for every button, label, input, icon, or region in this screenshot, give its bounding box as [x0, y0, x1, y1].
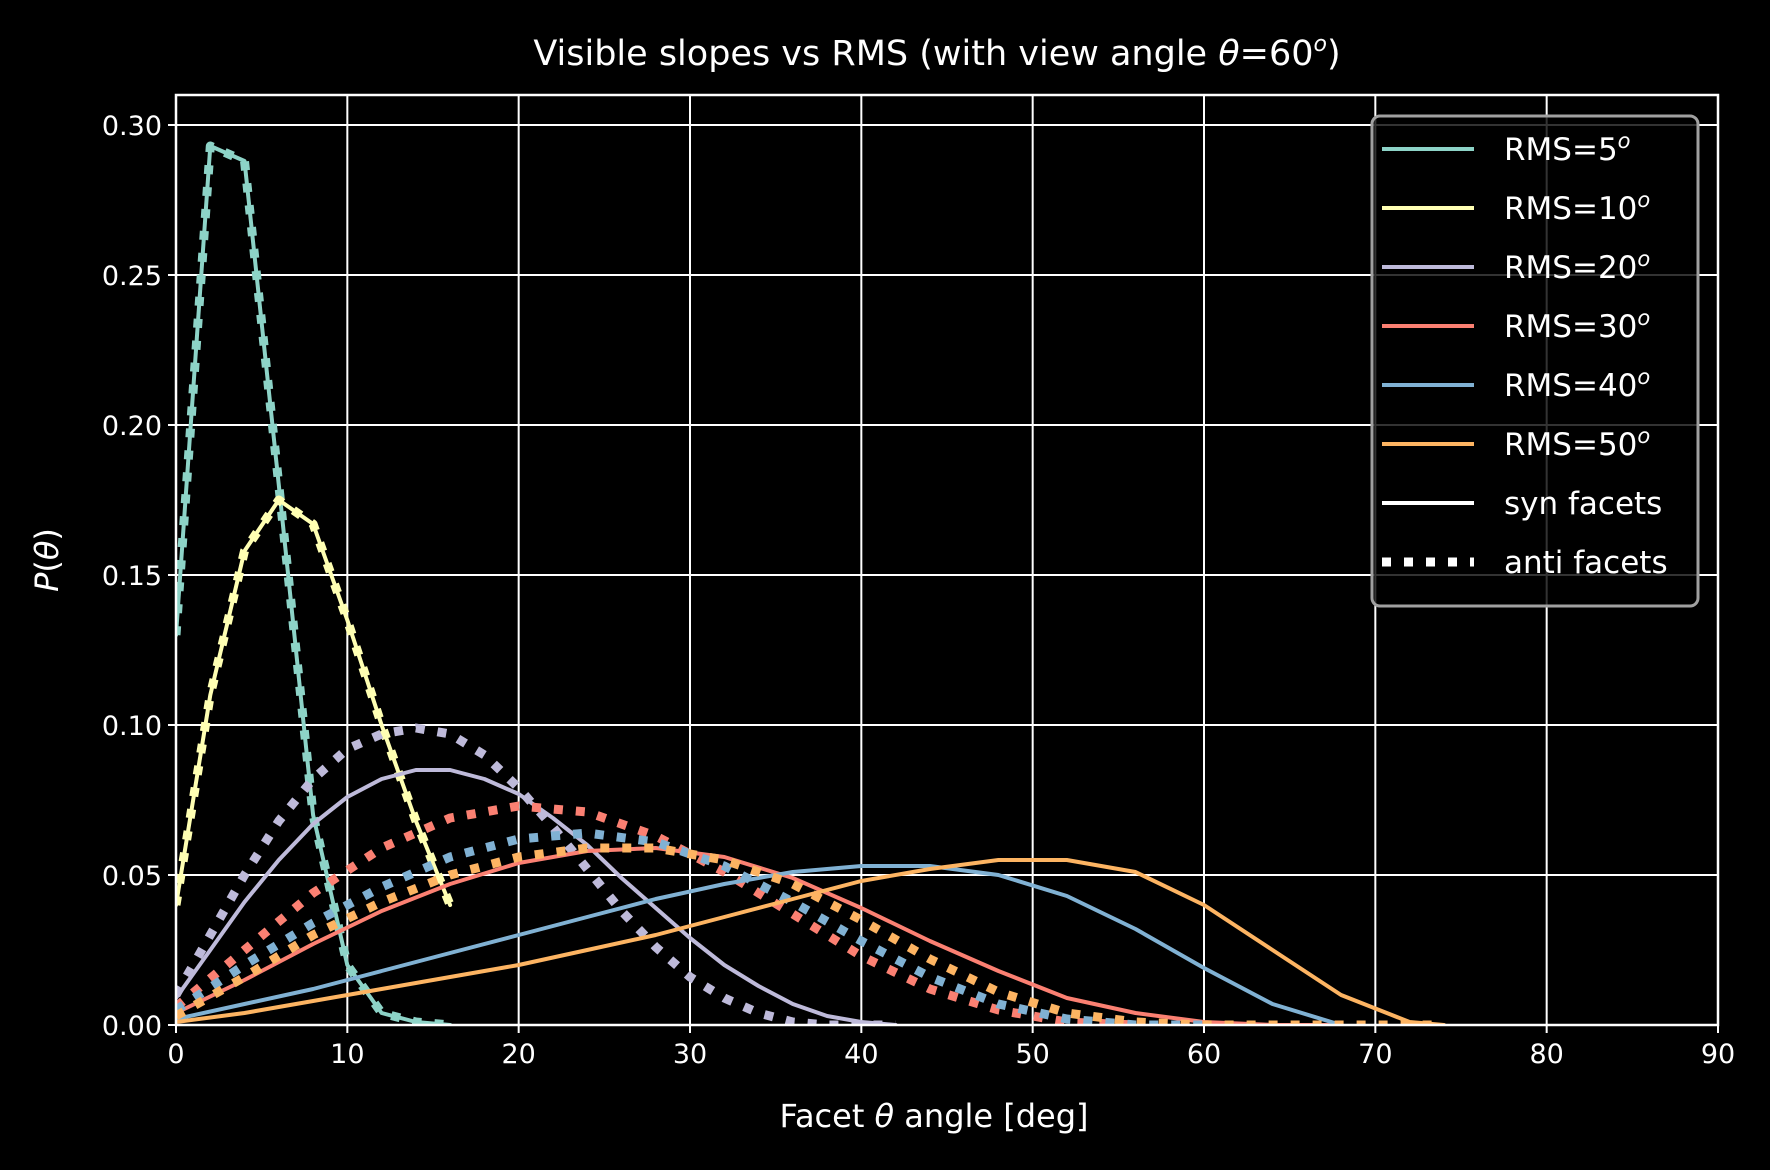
legend-label-text: RMS=5	[1504, 132, 1618, 168]
legend-label-text: RMS=50	[1504, 427, 1637, 463]
legend-label-text: RMS=30	[1504, 309, 1637, 345]
legend-label-sup: o	[1637, 365, 1650, 389]
legend-box	[1370, 114, 1700, 608]
legend-label: RMS=50o	[1504, 424, 1650, 463]
legend-label: anti facets	[1504, 545, 1668, 581]
x-tick-label: 50	[1015, 1039, 1049, 1070]
legend-label: RMS=40o	[1504, 365, 1650, 404]
x-tick-label: 10	[330, 1039, 364, 1070]
series-rms-10-syn-line	[176, 498, 453, 907]
y-tick-label: 0.25	[102, 261, 162, 292]
x-tick-label: 20	[501, 1039, 535, 1070]
x-tick-label: 40	[844, 1039, 878, 1070]
series-rms-5-syn-line	[176, 144, 453, 1025]
legend-label-text: RMS=20	[1504, 250, 1637, 286]
legend-label-sup: o	[1618, 129, 1631, 153]
y-tick-label: 0.30	[102, 111, 162, 142]
legend-label: RMS=20o	[1504, 247, 1650, 286]
legend-label: syn facets	[1504, 486, 1662, 522]
x-tick-label: 70	[1358, 1039, 1392, 1070]
chart-title: Visible slopes vs RMS (with view angle θ…	[533, 32, 1340, 74]
y-tick-label: 0.20	[102, 411, 162, 442]
legend-label: RMS=10o	[1504, 188, 1650, 227]
series-rms-50-anti-line	[176, 843, 1444, 1025]
legend-label-sup: o	[1637, 188, 1650, 212]
y-axis-label: P(θ)	[28, 528, 66, 592]
legend-label-sup: o	[1637, 306, 1650, 330]
legend-label-text: RMS=40	[1504, 368, 1637, 404]
legend: RMS=5oRMS=10oRMS=20oRMS=30oRMS=40oRMS=50…	[1370, 114, 1700, 608]
y-tick-label: 0.05	[102, 861, 162, 892]
x-axis-label: Facet θ angle [deg]	[779, 1097, 1088, 1135]
x-tick-label: 90	[1701, 1039, 1735, 1070]
series-rms-50-syn-line	[176, 858, 1446, 1025]
series-lines	[176, 141, 1446, 1025]
legend-label-sup: o	[1637, 247, 1650, 271]
x-tick-label: 0	[167, 1039, 184, 1070]
series-rms-40-anti-line	[176, 828, 1204, 1025]
x-tick-label: 30	[673, 1039, 707, 1070]
legend-label: RMS=5o	[1504, 129, 1631, 168]
y-tick-label: 0.00	[102, 1011, 162, 1042]
axis-ticks: 0 10 20 30 40 50 60 70 80 90 0.00 0.05 0.10 0.15 0.20 0…	[102, 111, 1735, 1070]
x-tick-label: 60	[1187, 1039, 1221, 1070]
x-tick-label: 80	[1529, 1039, 1563, 1070]
series-rms-30-anti-line	[176, 801, 1136, 1025]
series-rms-10-anti-line	[176, 495, 455, 907]
y-tick-label: 0.10	[102, 711, 162, 742]
legend-label-sup: o	[1637, 424, 1650, 448]
legend-label-text: RMS=10	[1504, 191, 1637, 227]
legend-label: RMS=30o	[1504, 306, 1650, 345]
y-tick-label: 0.15	[102, 561, 162, 592]
series-rms-40-syn-line	[176, 864, 1344, 1025]
plot-frame	[174, 93, 1720, 1027]
